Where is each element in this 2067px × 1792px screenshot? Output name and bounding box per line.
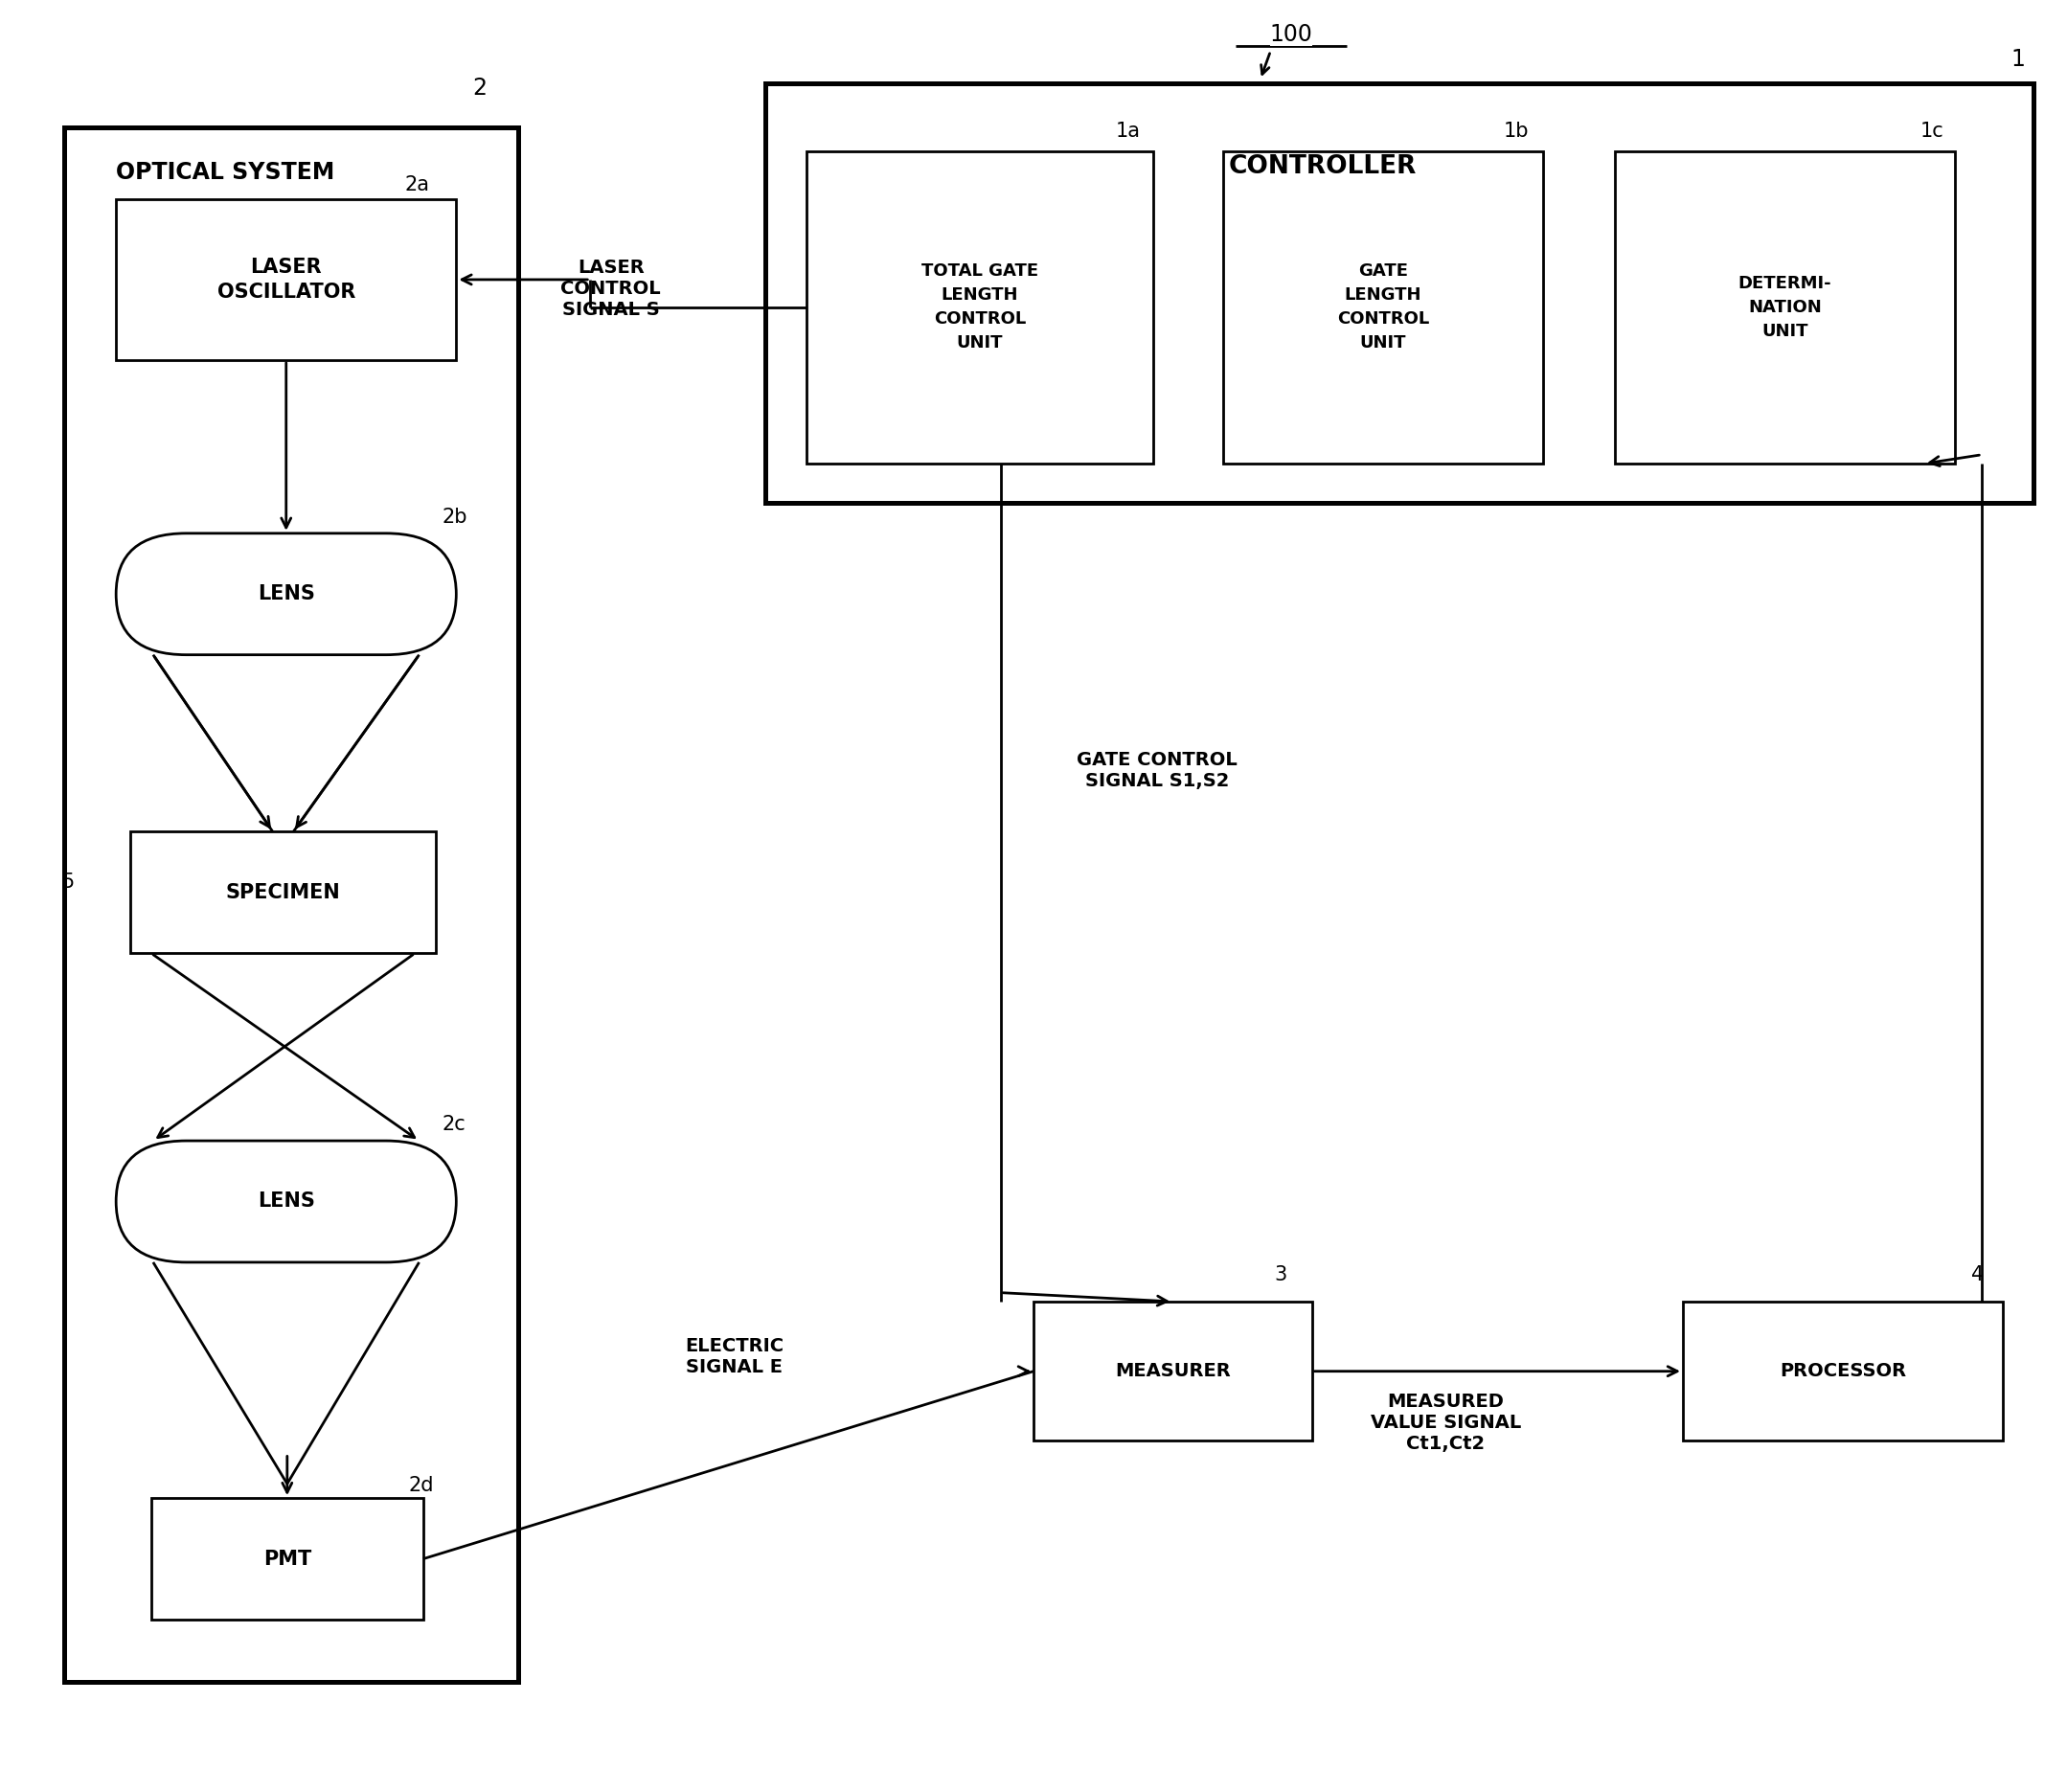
FancyBboxPatch shape xyxy=(116,199,457,360)
Text: LENS: LENS xyxy=(258,1192,314,1211)
Text: 100: 100 xyxy=(1269,23,1313,47)
Text: LASER
CONTROL
SIGNAL S: LASER CONTROL SIGNAL S xyxy=(560,258,661,319)
Text: 3: 3 xyxy=(1275,1265,1288,1285)
Text: GATE
LENGTH
CONTROL
UNIT: GATE LENGTH CONTROL UNIT xyxy=(1337,263,1428,351)
Text: 4: 4 xyxy=(1972,1265,1984,1285)
FancyBboxPatch shape xyxy=(1683,1301,2003,1441)
Text: 2: 2 xyxy=(473,77,488,100)
FancyBboxPatch shape xyxy=(116,1142,457,1262)
Text: 2a: 2a xyxy=(405,176,430,195)
FancyBboxPatch shape xyxy=(765,82,2034,504)
Text: 2c: 2c xyxy=(442,1115,465,1134)
Text: OPTICAL SYSTEM: OPTICAL SYSTEM xyxy=(116,161,335,185)
Text: 1b: 1b xyxy=(1503,122,1530,142)
Text: 1: 1 xyxy=(2011,48,2026,72)
Text: LASER
OSCILLATOR: LASER OSCILLATOR xyxy=(217,258,356,301)
Text: MEASURED
VALUE SIGNAL
Ct1,Ct2: MEASURED VALUE SIGNAL Ct1,Ct2 xyxy=(1370,1392,1521,1453)
FancyBboxPatch shape xyxy=(116,534,457,654)
Text: 2d: 2d xyxy=(409,1477,434,1495)
Text: 5: 5 xyxy=(62,873,74,891)
Text: PROCESSOR: PROCESSOR xyxy=(1780,1362,1906,1380)
Text: 1a: 1a xyxy=(1116,122,1141,142)
Text: MEASURER: MEASURER xyxy=(1114,1362,1230,1380)
Text: LENS: LENS xyxy=(258,584,314,604)
FancyBboxPatch shape xyxy=(806,151,1153,464)
Text: GATE CONTROL
SIGNAL S1,S2: GATE CONTROL SIGNAL S1,S2 xyxy=(1077,751,1238,790)
Text: ELECTRIC
SIGNAL E: ELECTRIC SIGNAL E xyxy=(684,1337,783,1376)
Text: PMT: PMT xyxy=(263,1550,312,1568)
FancyBboxPatch shape xyxy=(130,831,436,953)
Text: DETERMI-
NATION
UNIT: DETERMI- NATION UNIT xyxy=(1738,274,1831,340)
Text: SPECIMEN: SPECIMEN xyxy=(225,883,341,901)
FancyBboxPatch shape xyxy=(1034,1301,1313,1441)
FancyBboxPatch shape xyxy=(64,127,519,1683)
Text: 1c: 1c xyxy=(1920,122,1943,142)
Text: CONTROLLER: CONTROLLER xyxy=(1228,154,1416,179)
Text: 2b: 2b xyxy=(442,507,467,527)
Text: TOTAL GATE
LENGTH
CONTROL
UNIT: TOTAL GATE LENGTH CONTROL UNIT xyxy=(922,263,1038,351)
FancyBboxPatch shape xyxy=(1224,151,1542,464)
FancyBboxPatch shape xyxy=(1614,151,1955,464)
FancyBboxPatch shape xyxy=(151,1498,424,1620)
